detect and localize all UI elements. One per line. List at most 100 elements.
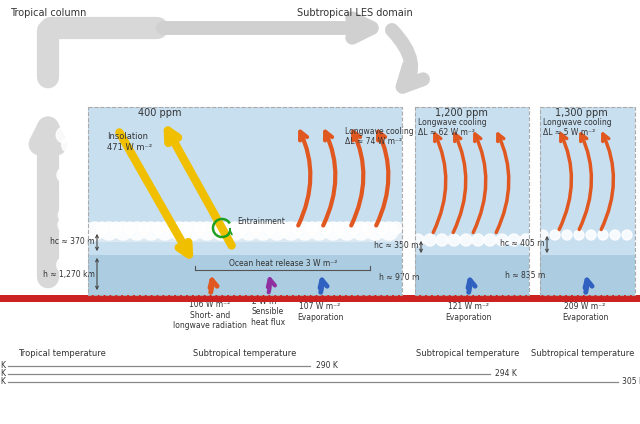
Circle shape [100, 222, 118, 240]
Circle shape [282, 222, 300, 240]
Text: Longwave cooling
ΔL ≈ 62 W m⁻²: Longwave cooling ΔL ≈ 62 W m⁻² [418, 118, 486, 137]
Bar [88, 107, 402, 295]
Circle shape [198, 222, 216, 240]
Text: 315 K: 315 K [0, 377, 6, 387]
Circle shape [348, 222, 360, 234]
Circle shape [56, 127, 72, 143]
Circle shape [278, 222, 290, 234]
Text: hᴄ ≈ 370 m: hᴄ ≈ 370 m [51, 237, 95, 246]
Circle shape [62, 137, 78, 153]
Text: 1,200 ppm: 1,200 ppm [435, 108, 488, 118]
Text: h ≈ 1,270 km: h ≈ 1,270 km [43, 271, 95, 279]
Circle shape [70, 187, 86, 203]
Circle shape [496, 234, 508, 246]
Circle shape [484, 234, 496, 246]
Text: Ocean heat release 3 W m⁻²: Ocean heat release 3 W m⁻² [229, 259, 337, 268]
Circle shape [362, 222, 374, 234]
Circle shape [250, 222, 262, 234]
Circle shape [184, 222, 202, 240]
Circle shape [67, 267, 83, 283]
Circle shape [320, 222, 332, 234]
Circle shape [268, 222, 286, 240]
Text: Tropical column: Tropical column [10, 8, 86, 18]
Circle shape [306, 222, 318, 234]
Circle shape [156, 222, 174, 240]
Circle shape [60, 247, 76, 263]
Text: 209 W m⁻²
Evaporation: 209 W m⁻² Evaporation [562, 302, 608, 322]
Circle shape [212, 222, 230, 240]
Text: Tropical temperature: Tropical temperature [18, 349, 106, 359]
Bar [540, 255, 635, 295]
Circle shape [598, 230, 608, 240]
Bar [0, 295, 640, 302]
Text: Entrainment: Entrainment [237, 218, 285, 226]
Bar [88, 255, 402, 295]
Circle shape [376, 222, 388, 234]
Circle shape [69, 227, 85, 243]
Circle shape [254, 222, 272, 240]
Bar [540, 107, 635, 295]
Circle shape [412, 234, 424, 246]
Circle shape [264, 222, 276, 234]
Circle shape [574, 230, 584, 240]
Circle shape [72, 107, 88, 123]
Text: 294 K: 294 K [495, 369, 517, 379]
Bar [88, 222, 402, 242]
Circle shape [70, 237, 86, 253]
Circle shape [208, 222, 220, 234]
Circle shape [142, 222, 160, 240]
Circle shape [60, 177, 76, 193]
Text: 121 W m⁻²
Evaporation: 121 W m⁻² Evaporation [445, 302, 491, 322]
Circle shape [64, 97, 80, 113]
Text: 2 W m⁻²
Sensible
heat flux: 2 W m⁻² Sensible heat flux [251, 297, 285, 327]
Circle shape [58, 207, 74, 223]
Bar [540, 107, 635, 295]
Circle shape [128, 222, 146, 240]
Circle shape [520, 234, 532, 246]
Circle shape [622, 230, 632, 240]
Text: Subtropical temperature: Subtropical temperature [416, 349, 520, 359]
Circle shape [65, 117, 81, 133]
Circle shape [610, 230, 620, 240]
Circle shape [352, 222, 370, 240]
Circle shape [436, 234, 448, 246]
Circle shape [57, 257, 73, 273]
Text: hᴄ ≈ 405 m: hᴄ ≈ 405 m [500, 240, 545, 248]
Circle shape [334, 222, 346, 234]
Circle shape [292, 222, 304, 234]
Circle shape [424, 234, 436, 246]
Circle shape [124, 222, 136, 234]
Bar [88, 107, 402, 295]
Circle shape [152, 222, 164, 234]
Text: 1,300 ppm: 1,300 ppm [555, 108, 607, 118]
Text: 107 W m⁻²
Evaporation: 107 W m⁻² Evaporation [297, 302, 343, 322]
Text: 305 K: 305 K [622, 377, 640, 387]
Circle shape [310, 222, 328, 240]
Circle shape [72, 277, 88, 293]
Circle shape [114, 222, 132, 240]
Circle shape [324, 222, 342, 240]
Text: h ≈ 835 m: h ≈ 835 m [505, 271, 545, 279]
Circle shape [166, 222, 178, 234]
Text: Subtropical temperature: Subtropical temperature [531, 349, 635, 359]
Circle shape [296, 222, 314, 240]
Circle shape [236, 222, 248, 234]
Text: 400 ppm: 400 ppm [138, 108, 182, 118]
Circle shape [550, 230, 560, 240]
Text: Subtropical temperature: Subtropical temperature [193, 349, 297, 359]
Circle shape [69, 197, 85, 213]
Circle shape [366, 222, 384, 240]
Circle shape [86, 222, 104, 240]
Circle shape [58, 217, 74, 233]
Circle shape [338, 222, 356, 240]
Text: 290 K: 290 K [316, 362, 338, 371]
Text: Longwave cooling
ΔL ≈ 74 W m⁻²: Longwave cooling ΔL ≈ 74 W m⁻² [345, 127, 413, 146]
Circle shape [380, 222, 398, 240]
Circle shape [222, 222, 234, 234]
Circle shape [67, 157, 83, 173]
Text: 106 W m⁻²
Short- and
longwave radiation: 106 W m⁻² Short- and longwave radiation [173, 300, 247, 330]
Circle shape [96, 222, 108, 234]
Bar [415, 107, 529, 295]
Bar [415, 255, 529, 295]
Circle shape [226, 222, 244, 240]
